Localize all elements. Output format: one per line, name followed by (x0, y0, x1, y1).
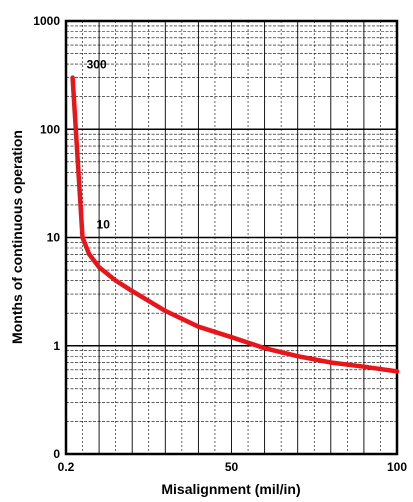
y-tick-label: 10 (47, 231, 61, 245)
series-line-0 (70, 75, 400, 374)
x-tick-label: 100 (387, 460, 407, 474)
plot-frame (64, 19, 399, 456)
grid (66, 21, 397, 455)
series-layer (70, 75, 400, 374)
y-axis-label: Months of continuous operation (9, 130, 25, 344)
y-tick-label: 1 (53, 339, 60, 353)
x-axis-label: Misalignment (mil/in) (161, 481, 300, 497)
x-tick-label: 0.2 (58, 460, 75, 474)
data-label: 10 (97, 218, 111, 232)
annotations: 300 10 (87, 58, 111, 232)
data-label: 300 (87, 58, 107, 72)
x-tick-label: 50 (225, 460, 239, 474)
y-tick-label: 100 (40, 122, 60, 136)
y-tick-label: 1000 (33, 14, 60, 28)
y-tick-label: 0 (53, 447, 60, 461)
